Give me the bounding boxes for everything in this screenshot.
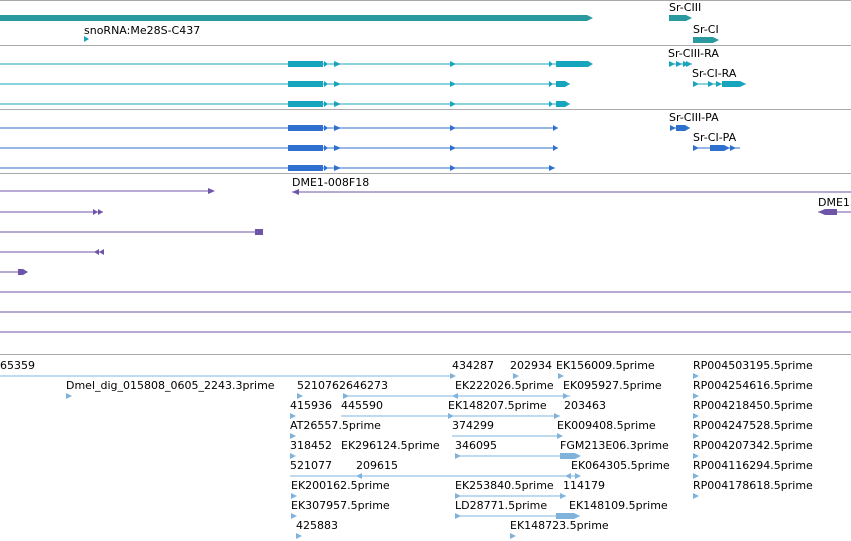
- rna-track-border: [0, 45, 851, 46]
- gene-feature-main[interactable]: [0, 15, 593, 21]
- est-label[interactable]: 202934: [510, 359, 552, 372]
- clone-feature[interactable]: [0, 209, 103, 215]
- clone-track: DME1-008F18 DME1: [0, 173, 851, 332]
- est-label[interactable]: 374299: [452, 419, 494, 432]
- clone-feature[interactable]: [0, 229, 263, 235]
- est-label[interactable]: EK156009.5prime: [556, 359, 655, 372]
- est-label[interactable]: 434287: [452, 359, 494, 372]
- transcript-row[interactable]: [0, 61, 692, 67]
- est-label[interactable]: EK253840.5prime: [455, 479, 554, 492]
- clone-label-dme1-008f18: DME1-008F18: [292, 176, 369, 189]
- est-label[interactable]: EK095927.5prime: [563, 379, 662, 392]
- gene-track: Sr-CIII Sr-CI snoRNA:Me28S-C437: [0, 0, 851, 43]
- est-label[interactable]: FGM213E06.3prime: [560, 439, 669, 452]
- gene-label-sr-ci: Sr-CI: [693, 23, 719, 36]
- est-track: 65359 434287 202934 EK156009.5prime RP00…: [0, 354, 851, 539]
- est-label[interactable]: 521077: [290, 459, 332, 472]
- est-label[interactable]: EK200162.5prime: [291, 479, 390, 492]
- gene-arrow-head: [713, 37, 719, 43]
- transcript-label-sr-ci-ra: Sr-CI-RA: [692, 67, 737, 80]
- est-label[interactable]: 318452: [290, 439, 332, 452]
- est-label[interactable]: RP004116294.5prime: [693, 459, 813, 472]
- est-label[interactable]: AT26557.5prime: [290, 419, 381, 432]
- est-label[interactable]: RP004247528.5prime: [693, 419, 813, 432]
- est-label[interactable]: 425883: [296, 519, 338, 532]
- clone-feature-dme1-008f18[interactable]: DME1-008F18: [292, 176, 851, 195]
- est-label[interactable]: LD28771.5prime: [455, 499, 547, 512]
- protein-row[interactable]: [0, 125, 690, 131]
- clone-feature[interactable]: [0, 188, 215, 194]
- protein-row[interactable]: [0, 165, 555, 171]
- protein-label-sr-ci-pa: Sr-CI-PA: [693, 131, 737, 144]
- protein-row[interactable]: [0, 145, 740, 151]
- est-track-border: [0, 354, 851, 355]
- est-label[interactable]: 415936: [290, 399, 332, 412]
- est-label[interactable]: 65359: [0, 359, 35, 372]
- est-label[interactable]: RP004254616.5prime: [693, 379, 813, 392]
- gene-label-snorna: snoRNA:Me28S-C437: [84, 24, 200, 37]
- est-label[interactable]: 5210762646273: [297, 379, 388, 392]
- est-label[interactable]: RP004178618.5prime: [693, 479, 813, 492]
- rna-transcript-track: Sr-CIII-RA Sr-CI-RA: [0, 45, 851, 107]
- est-label[interactable]: EK222026.5prime: [455, 379, 554, 392]
- clone-feature[interactable]: [0, 249, 104, 255]
- est-label[interactable]: EK148109.5prime: [569, 499, 668, 512]
- clone-feature[interactable]: [0, 269, 28, 275]
- gene-sr-ci[interactable]: Sr-CI: [693, 23, 719, 43]
- est-label[interactable]: EK064305.5prime: [571, 459, 670, 472]
- gene-bar: [693, 37, 713, 43]
- protein-track-border: [0, 109, 851, 110]
- gene-bar: [0, 15, 587, 21]
- transcript-row[interactable]: [0, 101, 570, 107]
- est-feature[interactable]: [296, 533, 516, 539]
- est-label[interactable]: 209615: [356, 459, 398, 472]
- transcript-label-sr-ciii-ra: Sr-CIII-RA: [668, 47, 719, 60]
- gene-arrow-head: [686, 15, 692, 21]
- est-label[interactable]: 445590: [341, 399, 383, 412]
- est-label[interactable]: RP004218450.5prime: [693, 399, 813, 412]
- gene-bar: [669, 15, 686, 21]
- protein-label-sr-ciii-pa: Sr-CIII-PA: [669, 111, 719, 124]
- gene-label-sr-ciii: Sr-CIII: [669, 1, 701, 14]
- est-label[interactable]: EK009408.5prime: [557, 419, 656, 432]
- gene-arrow-head: [587, 15, 593, 21]
- gene-sr-ciii[interactable]: Sr-CIII: [669, 1, 701, 21]
- est-label[interactable]: RP004207342.5prime: [693, 439, 813, 452]
- transcript-row[interactable]: [0, 81, 746, 87]
- est-label[interactable]: EK148207.5prime: [448, 399, 547, 412]
- clone-feature-dme1[interactable]: DME1: [818, 196, 851, 215]
- clone-label-dme1: DME1: [818, 196, 850, 209]
- est-label[interactable]: 203463: [564, 399, 606, 412]
- est-label[interactable]: EK296124.5prime: [341, 439, 440, 452]
- protein-track: Sr-CIII-PA Sr-CI-PA: [0, 109, 851, 171]
- gene-snorna[interactable]: snoRNA:Me28S-C437: [84, 24, 200, 42]
- clone-track-border: [0, 173, 851, 174]
- est-label[interactable]: EK307957.5prime: [291, 499, 390, 512]
- est-label[interactable]: 114179: [563, 479, 605, 492]
- est-label[interactable]: EK148723.5prime: [510, 519, 609, 532]
- est-label[interactable]: 346095: [455, 439, 497, 452]
- gene-track-border: [0, 0, 851, 1]
- est-label[interactable]: RP004503195.5prime: [693, 359, 813, 372]
- est-label[interactable]: Dmel_dig_015808_0605_2243.3prime: [66, 379, 275, 392]
